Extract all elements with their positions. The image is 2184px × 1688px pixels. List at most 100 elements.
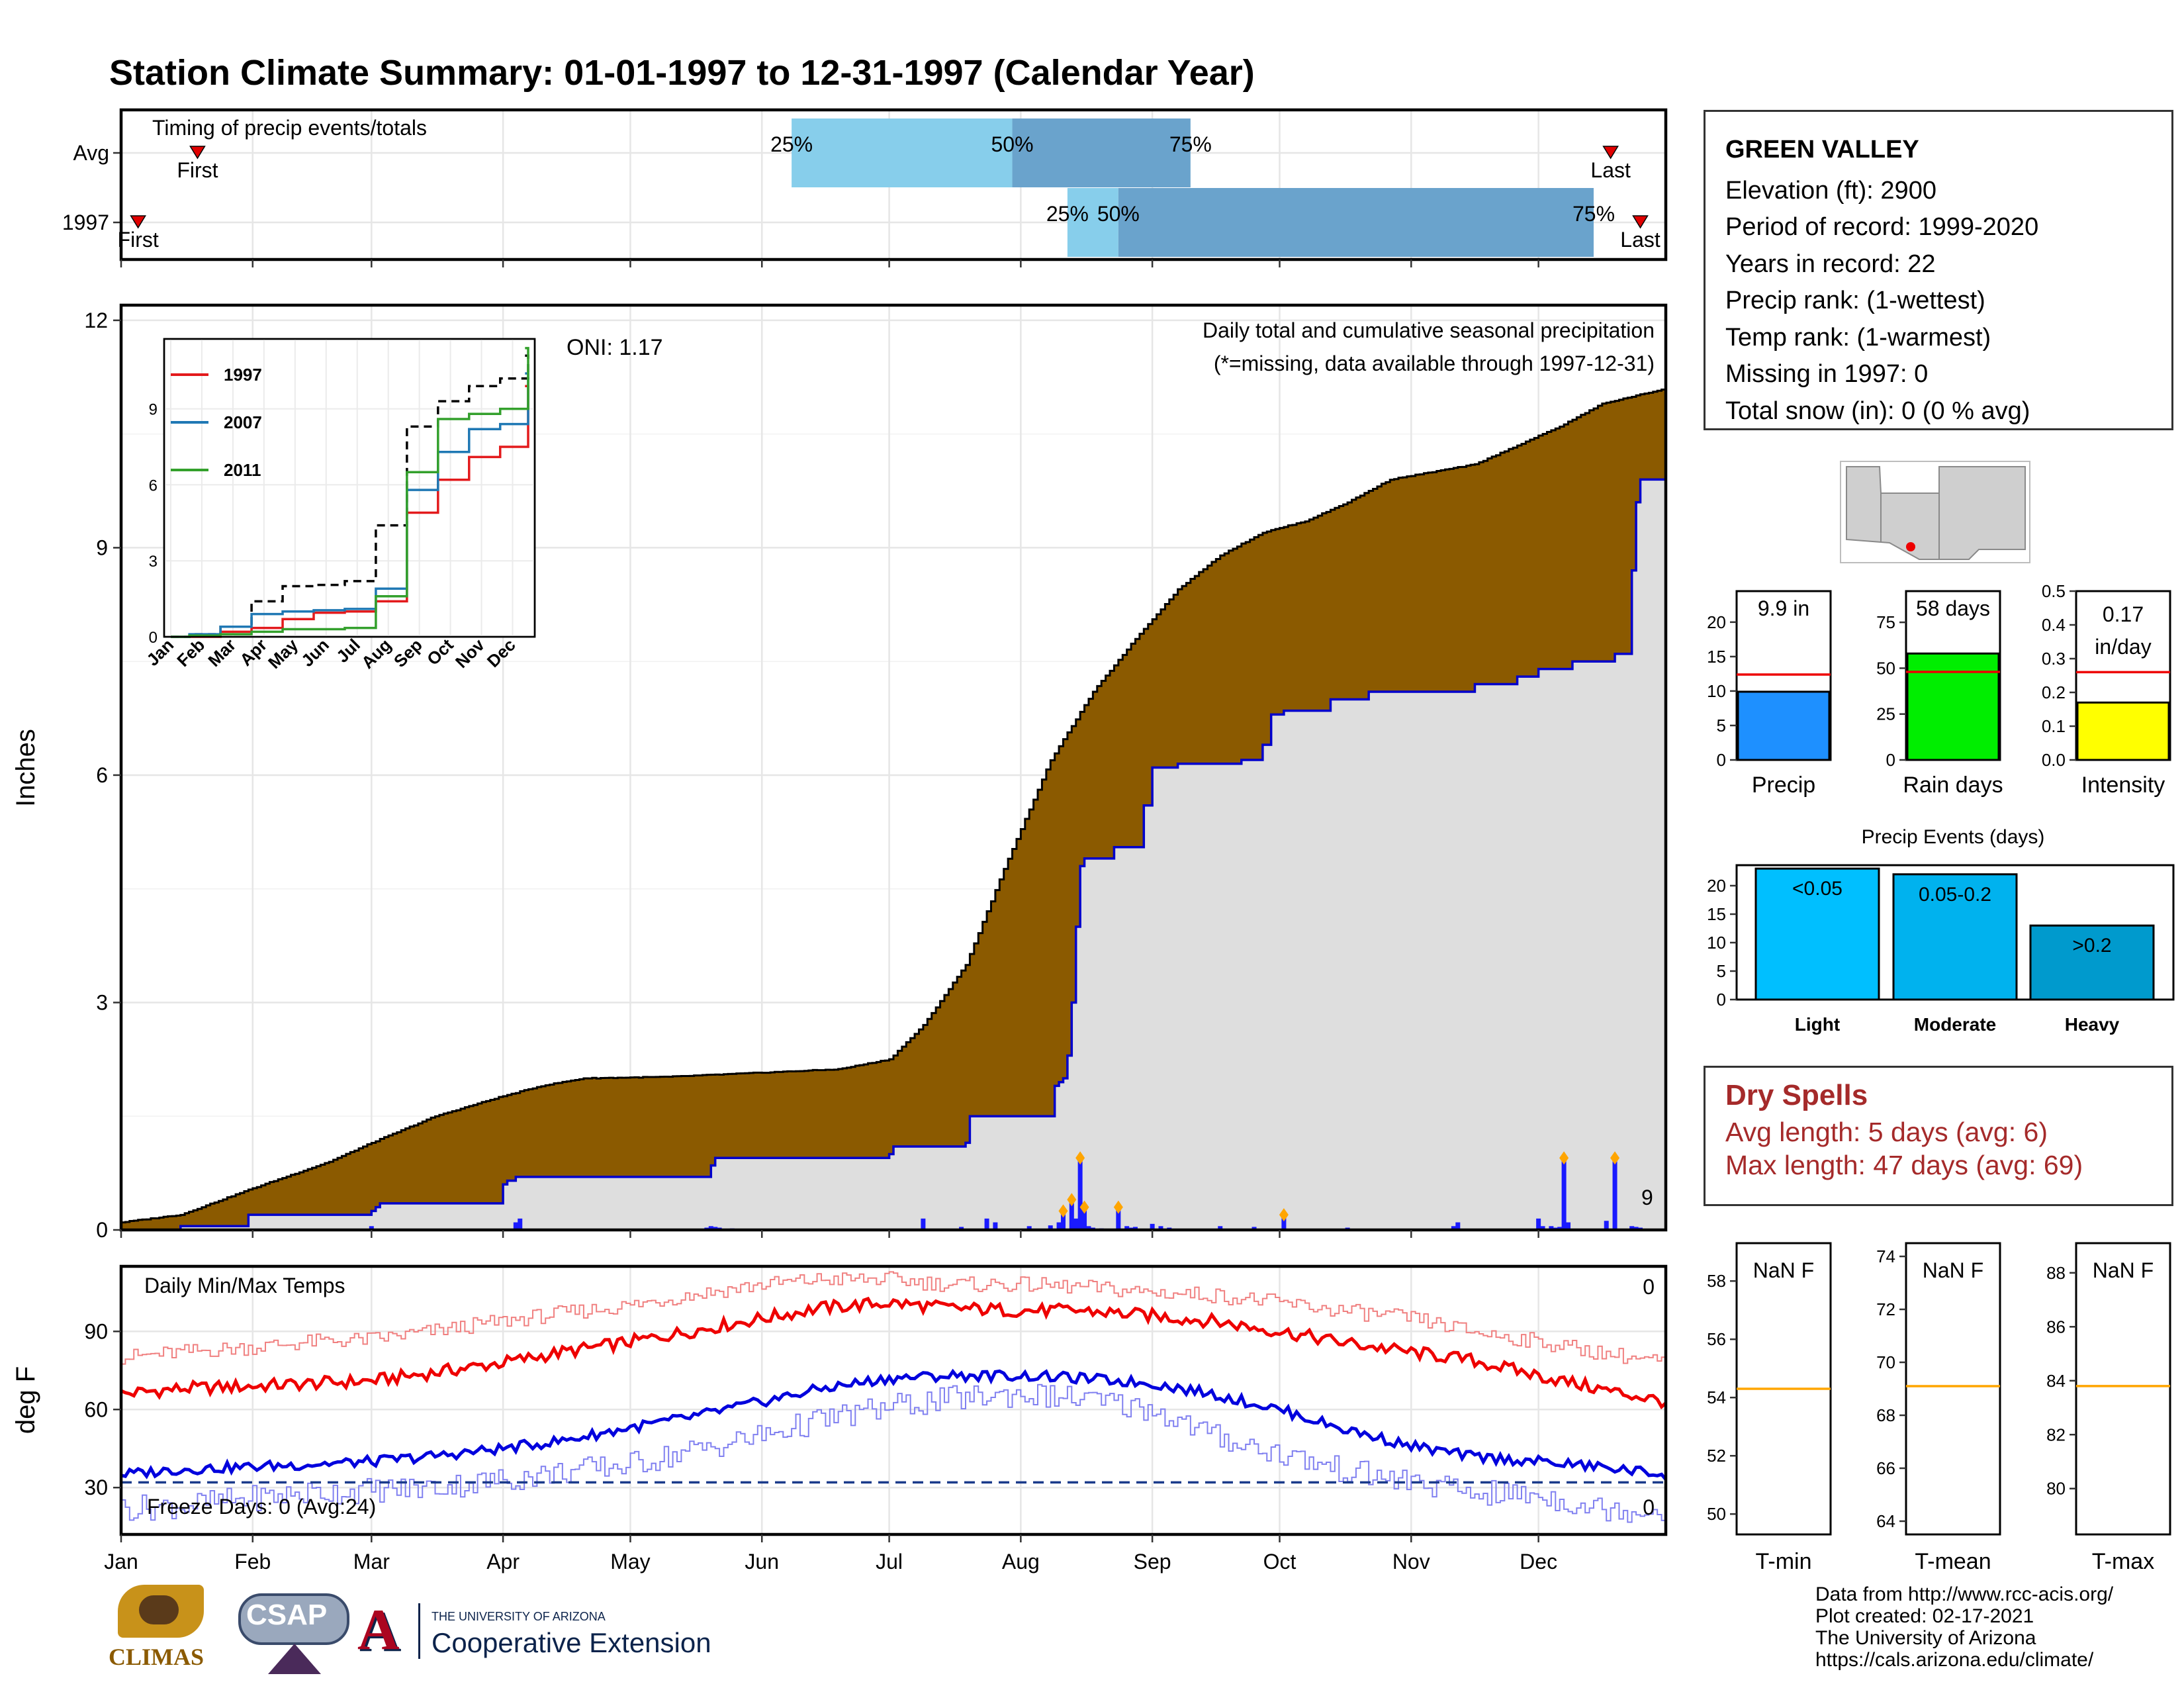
- temp-record-min-line: [121, 1383, 1666, 1523]
- events-tick-label: 10: [1707, 933, 1726, 953]
- timing-pct-label: 50%: [991, 132, 1034, 156]
- precip-daily-bar: [1124, 1226, 1130, 1230]
- precip-daily-bar: [708, 1226, 713, 1230]
- temp-max-count: 0: [1643, 1275, 1655, 1299]
- events-tick-label: 15: [1707, 904, 1726, 924]
- timing-marker-icon: [1632, 215, 1649, 229]
- precip-panel-subtitle: (*=missing, data available through 1997-…: [1214, 352, 1655, 375]
- mini-bar-tick-label: 5: [1717, 716, 1726, 735]
- csap-mountain: [268, 1644, 321, 1674]
- mini-bar-value: [1737, 690, 1831, 761]
- locator-map: [1840, 461, 2030, 563]
- precip-daily-bar: [1218, 1226, 1223, 1230]
- timing-pct-label: 75%: [1572, 202, 1615, 226]
- temp-avg-min-line: [120, 1368, 1667, 1481]
- temp-record-max-line: [121, 1271, 1666, 1365]
- ua-a-icon: A: [357, 1598, 400, 1662]
- station-name: GREEN VALLEY: [1725, 136, 1919, 164]
- precip-daily-bar: [1077, 1158, 1083, 1230]
- precip-daily-bar: [1026, 1226, 1032, 1230]
- month-label: Jul: [876, 1550, 903, 1573]
- temp-box-value-label: NaN F: [1753, 1258, 1814, 1282]
- temp-box-tick-label: 72: [1876, 1299, 1895, 1319]
- dry-spells-title: Dry Spells: [1725, 1079, 1868, 1111]
- events-title: Precip Events (days): [1862, 826, 2045, 848]
- page-title: Station Climate Summary: 01-01-1997 to 1…: [109, 53, 1255, 93]
- inset-frame: [163, 338, 536, 638]
- month-label: Jun: [745, 1550, 779, 1573]
- precip-y-tick-label: 0: [96, 1218, 108, 1242]
- events-bar-label: >0.2: [2072, 935, 2111, 957]
- precip-y-tick-label: 6: [96, 763, 108, 787]
- climas-logo: CLIMAS: [106, 1583, 218, 1676]
- events-bar: [1754, 867, 1880, 1001]
- temp-box-tick-label: 88: [2046, 1263, 2066, 1283]
- temp-y-axis-title: deg F: [11, 1366, 40, 1434]
- station-snow: Total snow (in): 0 (0 % avg): [1725, 397, 2030, 425]
- precip-daily-bar: [1069, 1199, 1074, 1230]
- temp-box-tick-label: 56: [1707, 1329, 1726, 1349]
- precip-daily-bar: [1086, 1226, 1091, 1230]
- precip-year-line: [121, 478, 1666, 1231]
- timing-marker-label: Last: [1620, 228, 1661, 252]
- precip-diamond-marker: [1559, 1151, 1569, 1165]
- mini-bar-tick-label: 0.0: [2042, 750, 2066, 770]
- mini-bar-tick-label: 0.5: [2042, 581, 2066, 601]
- events-tick-label: 0: [1717, 990, 1726, 1009]
- precip-y-axis-title: Inches: [11, 729, 40, 807]
- temp-panel-frame: [119, 1264, 1668, 1536]
- temp-box-tick-label: 50: [1707, 1504, 1726, 1524]
- precip-diamond-marker: [1610, 1151, 1620, 1165]
- timing-pct-label: 50%: [1097, 202, 1140, 226]
- precip-daily-bar: [1633, 1227, 1639, 1230]
- mini-bar-tick-label: 0.1: [2042, 716, 2066, 736]
- temp-y-tick-label: 60: [84, 1397, 108, 1421]
- temp-box-tick-label: 58: [1707, 1271, 1726, 1291]
- ua-logo: A THE UNIVERSITY OF ARIZONA Cooperative …: [357, 1598, 741, 1668]
- mini-bar-tick-label: 10: [1707, 681, 1726, 701]
- timing-label: Timing of precip events/totals: [152, 116, 427, 140]
- ua-extension: Cooperative Extension: [432, 1627, 711, 1658]
- timing-pct-label: 25%: [770, 132, 813, 156]
- precip-y-tick-label: 12: [84, 308, 108, 332]
- month-label: Sep: [1134, 1550, 1171, 1573]
- station-location-marker: [1906, 542, 1915, 551]
- temp-box-panel: [2075, 1242, 2171, 1536]
- station-missing: Missing in 1997: 0: [1725, 360, 1929, 388]
- mini-bar-value-label: 58 days: [1916, 596, 1990, 620]
- precip-daily-bar: [1281, 1215, 1287, 1230]
- mini-bar-value: [1906, 652, 2000, 761]
- timing-marker-label: First: [118, 228, 159, 252]
- temp-avg-max-line: [120, 1296, 1667, 1410]
- temp-y-tick-label: 90: [84, 1319, 108, 1343]
- precip-daily-bar: [1604, 1221, 1609, 1230]
- events-bar-label: 0.05-0.2: [1919, 884, 1991, 906]
- timing-bar-25-50: [1067, 188, 1118, 257]
- temp-box-value-label: NaN F: [2093, 1258, 2154, 1282]
- climas-name: CLIMAS: [109, 1644, 205, 1670]
- footer-line: Plot created: 02-17-2021: [1815, 1605, 2034, 1627]
- temp-box-tick-label: 54: [1707, 1387, 1726, 1407]
- precip-daily-bar: [518, 1218, 523, 1230]
- mini-bar-tick-label: 0.4: [2042, 615, 2066, 635]
- temp-box-panel: [1905, 1242, 2001, 1536]
- temp-panel-title: Daily Min/Max Temps: [144, 1274, 345, 1297]
- ua-divider: [418, 1603, 420, 1659]
- precip-daily-bar: [1251, 1227, 1257, 1230]
- mini-bar-tick-label: 50: [1876, 658, 1895, 678]
- dry-spells-max: Max length: 47 days (avg: 69): [1725, 1150, 2083, 1180]
- inset-y-tick-label: 6: [149, 477, 158, 494]
- dry-spells-avg: Avg length: 5 days (avg: 6): [1725, 1117, 2048, 1147]
- station-info-box: GREEN VALLEY Elevation (ft): 2900 Period…: [1704, 110, 2173, 430]
- precip-daily-bar: [993, 1222, 998, 1230]
- month-label: Apr: [486, 1550, 520, 1573]
- mini-bar-tick-label: 0: [1717, 750, 1726, 770]
- temp-box-tick-label: 66: [1876, 1458, 1895, 1478]
- temp-box-tick-label: 68: [1876, 1405, 1895, 1425]
- temp-box-tick-label: 74: [1876, 1246, 1895, 1266]
- station-period: Period of record: 1999-2020: [1725, 213, 2039, 241]
- station-elevation: Elevation (ft): 2900: [1725, 176, 1936, 205]
- timing-marker-label: Last: [1590, 158, 1631, 182]
- temp-box-tick-label: 82: [2046, 1425, 2066, 1444]
- temp-box-tick-label: 64: [1876, 1511, 1895, 1531]
